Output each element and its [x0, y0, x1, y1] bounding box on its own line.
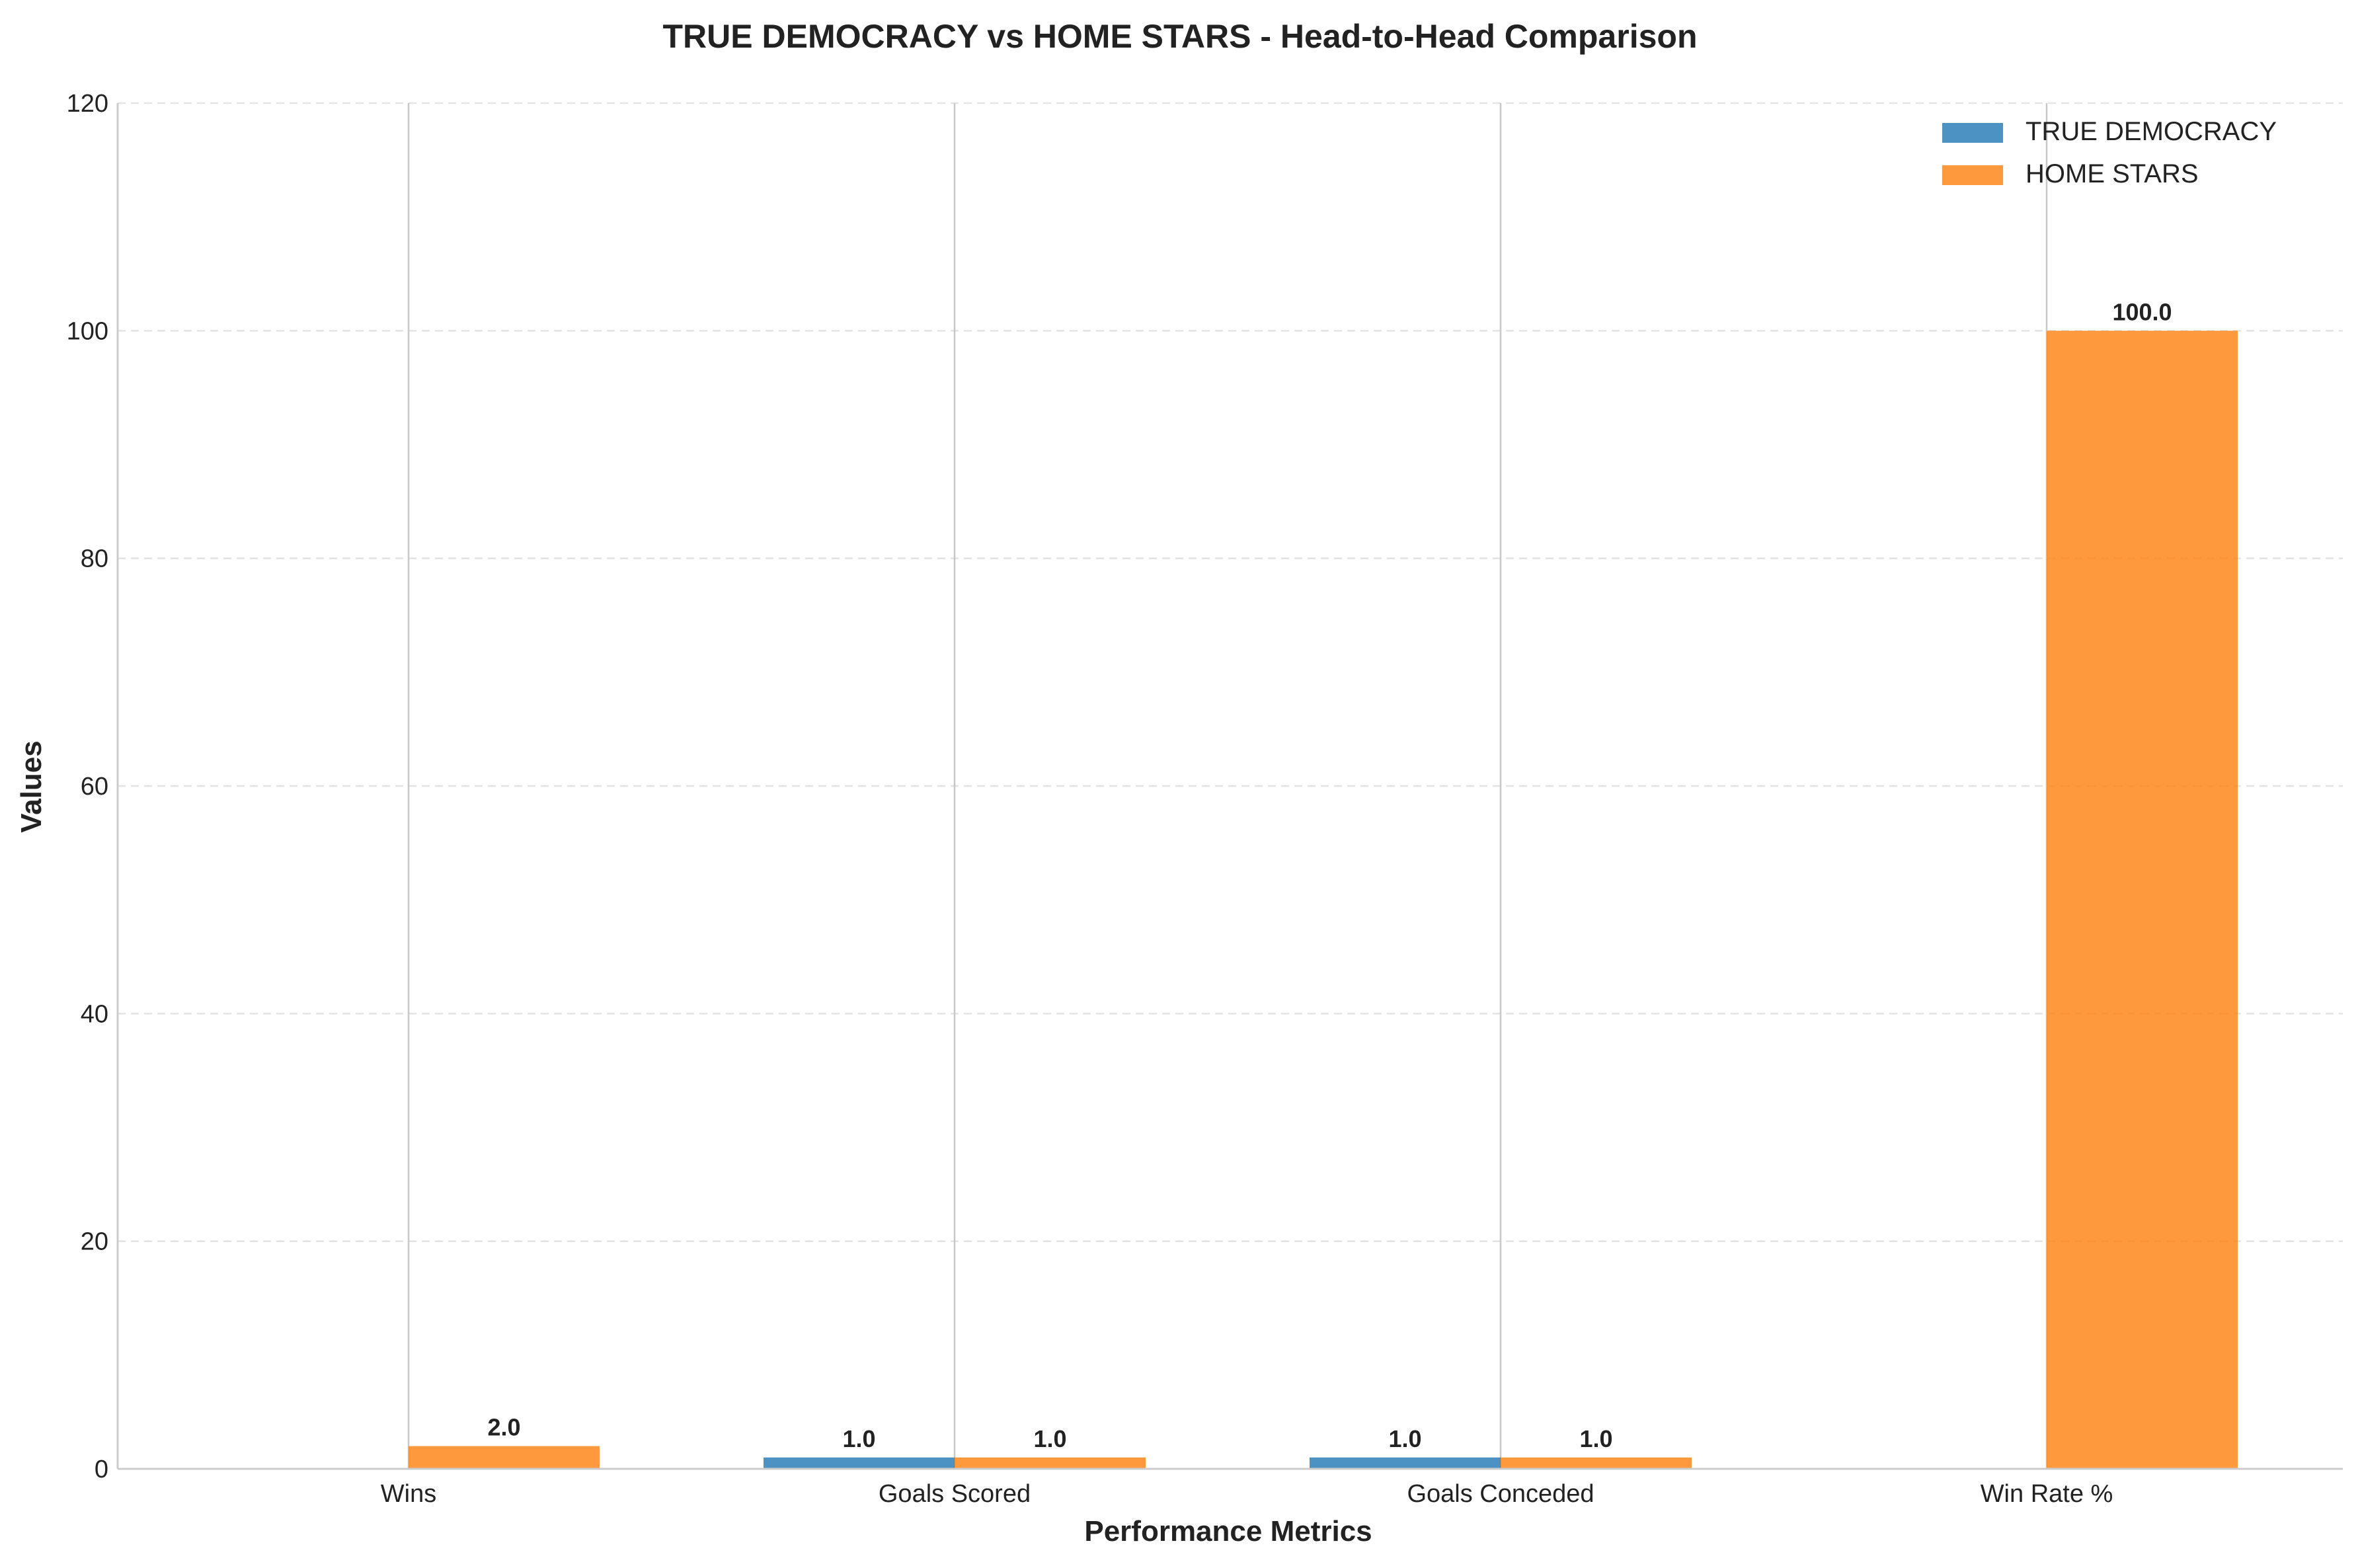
y-tick-label: 80	[81, 545, 108, 573]
bar	[955, 1457, 1146, 1469]
y-tick-label: 100	[67, 317, 108, 345]
x-tick-label: Goals Scored	[879, 1480, 1031, 1508]
y-tick-label: 0	[95, 1456, 108, 1483]
legend-swatch	[1942, 165, 2003, 185]
y-axis-label: Values	[15, 740, 48, 832]
y-tick-label: 20	[81, 1228, 108, 1256]
x-ticks: Wins Goals Scored Goals Conceded Win Rate %	[381, 1480, 2113, 1508]
axes	[116, 103, 2343, 1470]
bar	[1501, 1457, 1692, 1469]
x-axis-label: Performance Metrics	[1084, 1515, 1372, 1548]
x-tick-label: Goals Conceded	[1407, 1480, 1594, 1508]
y-tick-label: 60	[81, 773, 108, 801]
bar	[1310, 1457, 1501, 1469]
data-label: 2.0	[487, 1414, 520, 1441]
legend: TRUE DEMOCRACY HOME STARS	[1942, 117, 2277, 188]
x-tick-label: Win Rate %	[1981, 1480, 2113, 1508]
data-labels: 1.0 1.0 2.0 1.0 1.0 100.0	[487, 298, 2172, 1452]
x-tick-label: Wins	[381, 1480, 436, 1508]
data-label: 100.0	[2112, 298, 2172, 325]
legend-label: HOME STARS	[2026, 159, 2199, 188]
legend-label: TRUE DEMOCRACY	[2026, 117, 2277, 146]
y-ticks: 0 20 40 60 80 100 120	[67, 90, 108, 1483]
data-label: 1.0	[842, 1425, 875, 1452]
legend-swatch	[1942, 123, 2003, 143]
y-tick-label: 120	[67, 90, 108, 118]
bar	[764, 1457, 955, 1469]
grid-lines	[118, 102, 2343, 1242]
data-label: 1.0	[1579, 1425, 1612, 1452]
bar	[409, 1446, 600, 1469]
bars	[409, 331, 2238, 1469]
data-label: 1.0	[1033, 1425, 1066, 1452]
y-tick-label: 40	[81, 1000, 108, 1028]
chart-title: TRUE DEMOCRACY vs HOME STARS - Head-to-H…	[663, 18, 1698, 55]
data-label: 1.0	[1388, 1425, 1421, 1452]
bar	[2047, 331, 2238, 1469]
